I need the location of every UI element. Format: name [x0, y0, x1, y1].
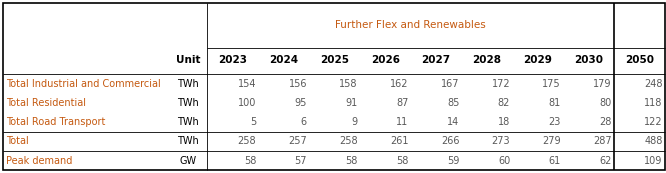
Text: 81: 81: [549, 98, 561, 108]
Text: 266: 266: [441, 136, 460, 147]
Text: Total Industrial and Commercial: Total Industrial and Commercial: [6, 79, 161, 89]
Text: 2029: 2029: [523, 55, 552, 65]
Text: 60: 60: [498, 156, 510, 166]
Text: 91: 91: [346, 98, 358, 108]
Text: 95: 95: [294, 98, 307, 108]
Text: TWh: TWh: [177, 98, 199, 108]
Text: 57: 57: [294, 156, 307, 166]
Text: 23: 23: [549, 117, 561, 127]
Text: 14: 14: [447, 117, 460, 127]
Text: 28: 28: [599, 117, 612, 127]
Text: 175: 175: [542, 79, 561, 89]
Text: 82: 82: [498, 98, 510, 108]
Text: 2024: 2024: [269, 55, 298, 65]
Text: 2030: 2030: [574, 55, 603, 65]
Text: 2026: 2026: [371, 55, 400, 65]
Text: Total: Total: [6, 136, 29, 147]
Text: 85: 85: [447, 98, 460, 108]
Text: Total Road Transport: Total Road Transport: [6, 117, 105, 127]
Text: 261: 261: [390, 136, 409, 147]
Text: 2025: 2025: [320, 55, 349, 65]
Text: Total Residential: Total Residential: [6, 98, 86, 108]
Text: 2027: 2027: [422, 55, 451, 65]
Text: TWh: TWh: [177, 136, 199, 147]
Text: 258: 258: [339, 136, 358, 147]
Text: 287: 287: [593, 136, 612, 147]
Text: GW: GW: [179, 156, 196, 166]
Text: 279: 279: [542, 136, 561, 147]
Text: 2050: 2050: [625, 55, 654, 65]
Text: 154: 154: [238, 79, 256, 89]
Text: 62: 62: [599, 156, 612, 166]
Text: 58: 58: [346, 156, 358, 166]
Text: 258: 258: [238, 136, 256, 147]
Text: Further Flex and Renewables: Further Flex and Renewables: [335, 20, 486, 30]
Text: 11: 11: [396, 117, 409, 127]
Text: 80: 80: [599, 98, 612, 108]
Text: TWh: TWh: [177, 117, 199, 127]
Text: 58: 58: [396, 156, 409, 166]
Text: 488: 488: [644, 136, 663, 147]
Text: 2028: 2028: [472, 55, 501, 65]
Text: 6: 6: [301, 117, 307, 127]
Text: 9: 9: [352, 117, 358, 127]
Text: Peak demand: Peak demand: [6, 156, 73, 166]
Text: 156: 156: [288, 79, 307, 89]
Text: 87: 87: [396, 98, 409, 108]
Text: 2023: 2023: [218, 55, 247, 65]
Text: 273: 273: [492, 136, 510, 147]
Text: 158: 158: [339, 79, 358, 89]
Text: 59: 59: [447, 156, 460, 166]
Text: 172: 172: [492, 79, 510, 89]
Text: 100: 100: [238, 98, 256, 108]
Text: 5: 5: [250, 117, 256, 127]
Text: 61: 61: [549, 156, 561, 166]
Text: 167: 167: [441, 79, 460, 89]
Text: 118: 118: [644, 98, 663, 108]
Text: 18: 18: [498, 117, 510, 127]
Text: 248: 248: [644, 79, 663, 89]
Text: 58: 58: [244, 156, 256, 166]
Text: TWh: TWh: [177, 79, 199, 89]
Text: 122: 122: [644, 117, 663, 127]
Text: 109: 109: [644, 156, 663, 166]
Text: 179: 179: [593, 79, 612, 89]
Text: 257: 257: [288, 136, 307, 147]
Text: Unit: Unit: [176, 55, 200, 65]
Text: 162: 162: [390, 79, 409, 89]
